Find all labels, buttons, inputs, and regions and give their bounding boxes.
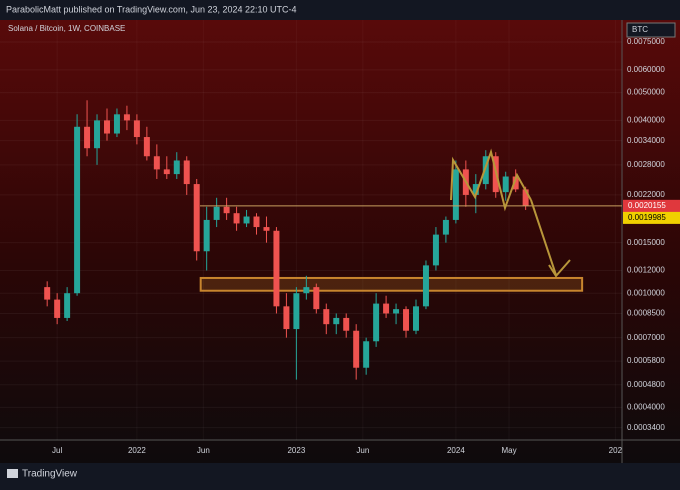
candle-body (393, 309, 400, 314)
pattern-line (450, 148, 532, 212)
symbol-title: Solana / Bitcoin, 1W, COINBASE (8, 24, 125, 33)
y-tick-label: 0.0004800 (627, 380, 665, 389)
candle-body (233, 213, 240, 224)
x-tick-label: Jul (52, 446, 62, 455)
candle-body (422, 265, 429, 307)
x-tick-label: 2022 (128, 446, 146, 455)
candle-body (74, 126, 81, 294)
candle-body (84, 126, 91, 149)
y-tick-label: 0.0010000 (627, 288, 665, 297)
candle-body (103, 120, 110, 134)
candle-body (173, 160, 180, 175)
candle-body (54, 299, 61, 318)
candle-body (243, 216, 250, 224)
publisher: ParabolicMatt published on TradingView.c… (6, 4, 297, 14)
candle-body (273, 230, 280, 307)
x-tick-label: 2023 (287, 446, 305, 455)
y-tick-label: 0.0004000 (627, 403, 665, 412)
candle-body (432, 234, 439, 266)
candle-body (193, 184, 200, 252)
candle-body (253, 216, 260, 228)
candle-body (522, 189, 529, 206)
candle-body (442, 219, 449, 235)
candle-body (383, 303, 390, 314)
currency-box (626, 22, 676, 38)
y-tick-label: 0.0040000 (627, 116, 665, 125)
arrow-line (530, 199, 557, 276)
y-tick-label: 0.0015000 (627, 238, 665, 247)
candle-body (223, 206, 230, 214)
candle-body (413, 306, 419, 331)
y-tick-label: 0.0003400 (627, 423, 665, 432)
candle-body (94, 120, 101, 149)
x-tick-label: Jun (356, 446, 369, 455)
candle-body (373, 303, 380, 342)
logo-icon (7, 469, 18, 478)
prev-price-label: 0.0019985 (628, 213, 666, 222)
candle-body (113, 114, 120, 134)
candle-body (343, 317, 350, 331)
arrow-head (548, 259, 571, 278)
y-tick-label: 0.0075000 (627, 37, 665, 46)
candle-body (203, 219, 210, 252)
y-tick-label: 0.0050000 (627, 88, 665, 97)
x-tick-label: 2024 (447, 446, 465, 455)
candle-body (313, 287, 320, 310)
y-tick-label: 0.0005800 (627, 356, 665, 365)
candle-body (512, 176, 519, 190)
header-bar (0, 0, 680, 20)
candle-body (163, 169, 170, 175)
y-tick-label: 0.0060000 (627, 65, 665, 74)
y-tick-label: 0.0034000 (627, 136, 665, 145)
candle-body (363, 341, 370, 368)
drawings (450, 148, 571, 278)
candle-body (353, 330, 360, 368)
x-tick-label: May (501, 446, 516, 455)
y-tick-label: 0.0012000 (627, 266, 665, 275)
candle-body (133, 120, 140, 138)
candle-body (263, 227, 270, 231)
prev-price-box (623, 211, 680, 224)
footer-bar (0, 463, 680, 485)
candle-body (472, 184, 479, 195)
candle-body (153, 156, 160, 170)
logo-text: TradingView (22, 469, 78, 480)
y-tick-label: 0.0028000 (627, 160, 665, 169)
x-tick-label: Jun (197, 446, 210, 455)
candle-body (482, 156, 489, 185)
support-zone (199, 276, 584, 292)
candle-body (64, 293, 71, 318)
x-tick-label: 202 (609, 446, 623, 455)
last-price-label: 0.0020155 (628, 201, 666, 210)
candle-body (143, 137, 150, 157)
y-tick-label: 0.0008500 (627, 309, 665, 318)
candle-body (452, 169, 459, 220)
y-tick-label: 0.0022000 (627, 190, 665, 199)
candle-body (283, 306, 290, 330)
candle-body (502, 176, 509, 193)
candle-body (44, 287, 51, 300)
candle-body (293, 293, 300, 330)
logo: TradingView (7, 469, 78, 480)
candle-body (323, 309, 330, 325)
candle-body (213, 206, 220, 220)
y-tick-label: 0.0007000 (627, 333, 665, 342)
candle-body (403, 309, 410, 331)
candle-body (333, 317, 340, 325)
candle-body (183, 160, 190, 185)
currency: BTC (632, 25, 648, 34)
candle-body (303, 287, 310, 294)
candle-body (123, 114, 130, 121)
